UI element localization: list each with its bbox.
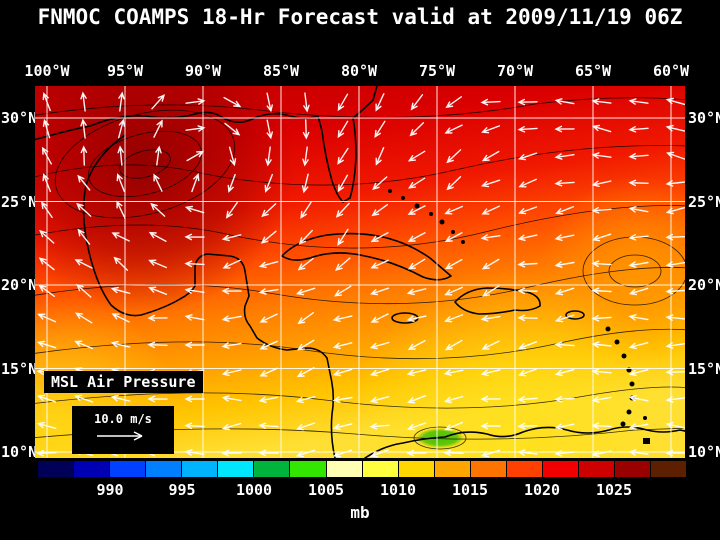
- page-title: FNMOC COAMPS 18-Hr Forecast valid at 200…: [37, 5, 683, 29]
- longitude-label: 80°W: [340, 62, 378, 80]
- small-islands: [388, 189, 650, 444]
- pressure-field: [35, 86, 685, 458]
- colorbar-cell: [326, 461, 363, 477]
- pressure-colorbar: [38, 461, 687, 477]
- wind-scale-label: 10.0 m/s: [94, 412, 152, 426]
- longitude-label: 70°W: [496, 62, 534, 80]
- colorbar-cell: [651, 461, 687, 477]
- colorbar-tick-label: 1000: [235, 481, 273, 499]
- longitude-label: 65°W: [574, 62, 612, 80]
- colorbar-tick-label: 995: [168, 481, 196, 499]
- longitude-label: 85°W: [262, 62, 300, 80]
- colorbar-tick-label: 1010: [379, 481, 417, 499]
- colorbar-cell: [578, 461, 615, 477]
- latitude-label: 25°N: [688, 192, 720, 211]
- colorbar-cell: [470, 461, 507, 477]
- pressure-map: [35, 86, 685, 458]
- colorbar-cell: [146, 461, 183, 477]
- latitude-label: 10°N: [688, 443, 720, 461]
- wind-scale-box: 10.0 m/s: [72, 406, 174, 454]
- wind-arrows: [36, 91, 685, 458]
- colorbar-cell: [434, 461, 471, 477]
- coastlines: [35, 86, 685, 458]
- latitude-label: 30°N: [688, 109, 720, 127]
- colorbar-cell: [254, 461, 291, 477]
- colorbar-cell: [542, 461, 579, 477]
- latitude-label: 15°N: [1, 359, 38, 378]
- colorbar-tick-label: 1015: [451, 481, 489, 499]
- grid-lines: [35, 86, 685, 458]
- colorbar-cell: [615, 461, 652, 477]
- colorbar-cell: [74, 461, 111, 477]
- colorbar-cell: [506, 461, 543, 477]
- colorbar-cell: [218, 461, 255, 477]
- longitude-label: 100°W: [24, 62, 70, 80]
- wind-scale-arrow-icon: [97, 431, 143, 441]
- longitude-label: 95°W: [106, 62, 144, 80]
- colorbar-cell: [110, 461, 147, 477]
- colorbar-tick-label: 990: [96, 481, 124, 499]
- longitude-label: 90°W: [184, 62, 222, 80]
- colorbar-cell: [182, 461, 219, 477]
- longitude-label: 60°W: [652, 62, 690, 80]
- colorbar-unit-label: mb: [350, 503, 370, 522]
- colorbar-cell: [38, 461, 75, 477]
- colorbar-tick-label: 1025: [595, 481, 633, 499]
- colorbar-cell: [362, 461, 399, 477]
- colorbar-cell: [398, 461, 435, 477]
- latitude-label: 10°N: [1, 443, 38, 461]
- colorbar-tick-label: 1005: [307, 481, 345, 499]
- longitude-label: 75°W: [418, 62, 456, 80]
- msl-pressure-label: MSL Air Pressure: [44, 371, 203, 393]
- latitude-label: 20°N: [688, 276, 720, 294]
- latitude-label: 20°N: [1, 276, 38, 294]
- colorbar-tick-label: 1020: [523, 481, 561, 499]
- latitude-label: 15°N: [688, 359, 720, 378]
- latitude-label: 30°N: [1, 109, 38, 127]
- latitude-label: 25°N: [1, 192, 38, 211]
- colorbar-cell: [290, 461, 327, 477]
